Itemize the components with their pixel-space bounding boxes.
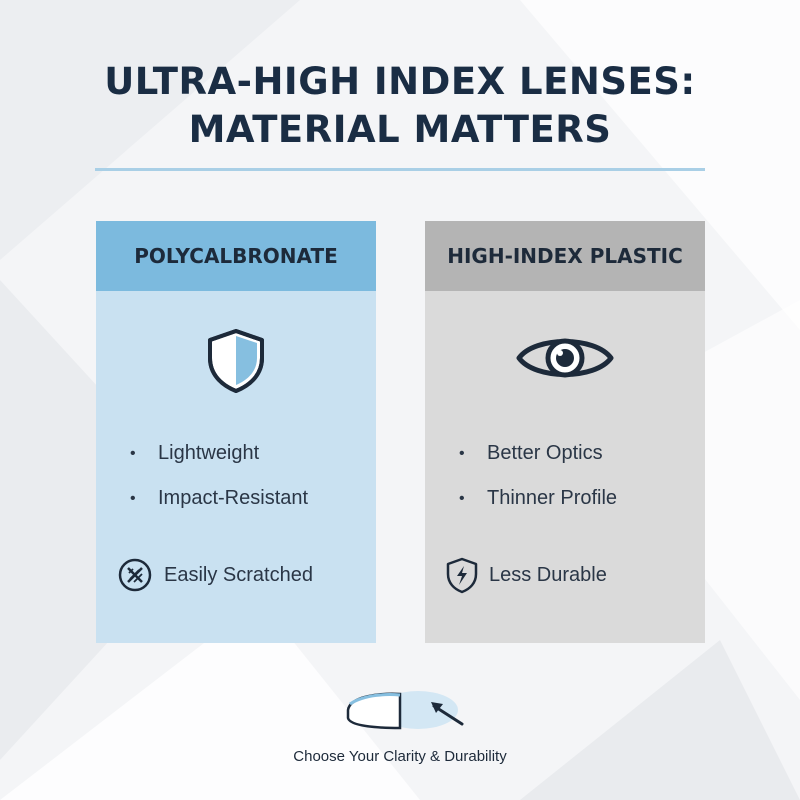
polycarbonate-pros: • Lightweight • Impact-Resistant xyxy=(130,431,308,521)
list-item: • Lightweight xyxy=(130,442,260,464)
lens-arrow-icon xyxy=(346,691,464,730)
eye-icon xyxy=(516,338,614,378)
pro-label: Better Optics xyxy=(487,442,603,464)
high-index-plastic-pros: • Better Optics • Thinner Profile xyxy=(459,431,617,521)
tagline: Choose Your Clarity & Durability xyxy=(293,748,507,765)
list-item: • Impact-Resistant xyxy=(130,487,309,509)
pro-label: Impact-Resistant xyxy=(158,487,309,509)
title-divider xyxy=(95,168,705,171)
pro-label: Lightweight xyxy=(158,442,260,464)
shield-icon xyxy=(208,329,264,393)
high-index-plastic-card: HIGH-INDEX PLASTIC • Better Optics • Thinn… xyxy=(425,221,705,643)
title-line-2: MATERIAL MATTERS xyxy=(188,108,612,151)
list-item: • Better Optics xyxy=(459,442,603,464)
title-line-1: ULTRA-HIGH INDEX LENSES: xyxy=(104,60,696,103)
no-scratch-icon xyxy=(118,558,152,592)
polycarbonate-con: Easily Scratched xyxy=(116,557,313,593)
con-label: Easily Scratched xyxy=(164,563,313,586)
high-index-plastic-con: Less Durable xyxy=(445,557,607,594)
page-title: ULTRA-HIGH INDEX LENSES: MATERIAL MATTER… xyxy=(0,58,800,154)
pro-label: Thinner Profile xyxy=(487,487,618,509)
con-label: Less Durable xyxy=(489,563,607,586)
high-index-plastic-heading: HIGH-INDEX PLASTIC xyxy=(425,221,705,291)
polycarbonate-heading: POLYCALBRONATE xyxy=(96,221,376,291)
broken-shield-icon xyxy=(446,557,478,594)
list-item: • Thinner Profile xyxy=(459,487,618,509)
polycarbonate-card: POLYCALBRONATE • Lightweight • Impact-Resi… xyxy=(96,221,376,643)
